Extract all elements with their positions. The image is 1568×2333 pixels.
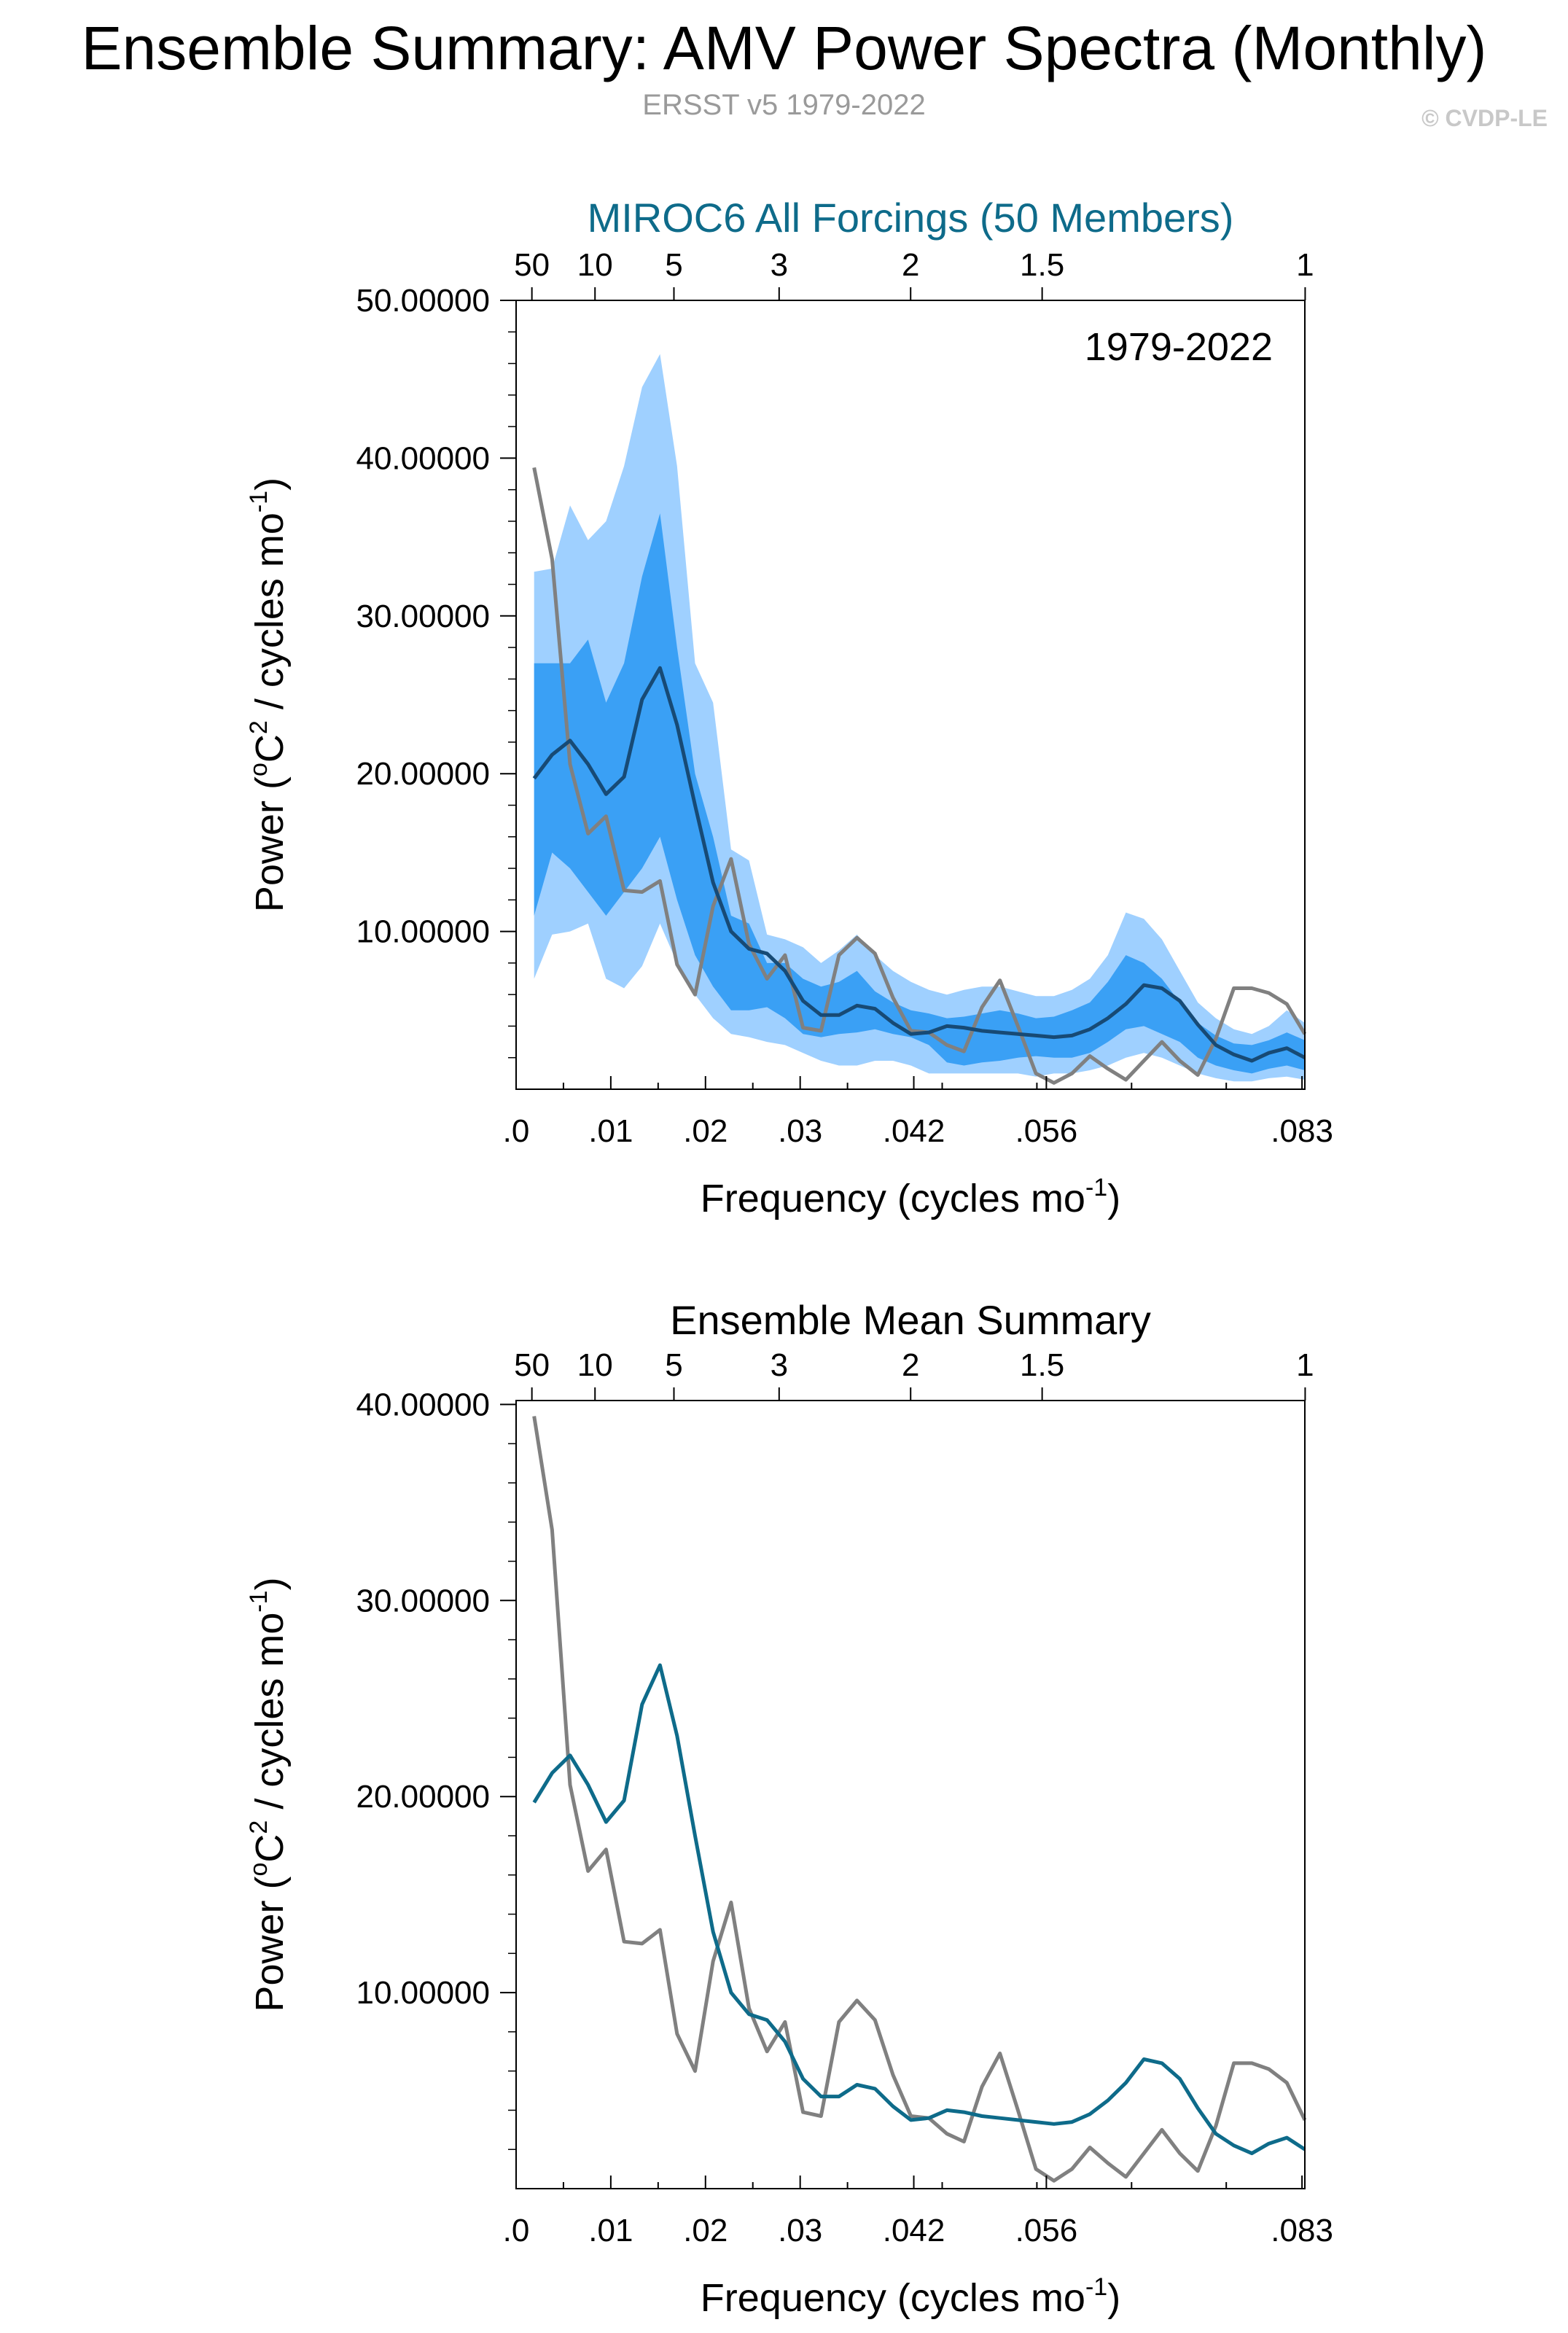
top-tick-label: 2 bbox=[902, 1347, 919, 1383]
chart-panel-2: Ensemble Mean Summary .0 .01 .02 .03 .042 .056… bbox=[245, 1297, 1333, 2320]
top-tick-label: 1.5 bbox=[1020, 247, 1064, 283]
x-tick-label: .0 bbox=[503, 1113, 530, 1149]
chart-panel-1: MIROC6 All Forcings (50 Members) .0 .01 .02… bbox=[245, 195, 1333, 1220]
chart-title-2: Ensemble Mean Summary bbox=[670, 1297, 1151, 1343]
y-tick-label: 10.00000 bbox=[356, 914, 490, 950]
x-axis-label: Frequency (cycles mo-1) bbox=[701, 2273, 1120, 2320]
y-tick-label: 10.00000 bbox=[356, 1975, 490, 2011]
y-tick-label: 40.00000 bbox=[356, 1387, 490, 1422]
x-tick-label: .03 bbox=[778, 1113, 822, 1149]
x-tick-label: .083 bbox=[1271, 1113, 1333, 1149]
x-tick-label: .056 bbox=[1015, 1113, 1078, 1149]
top-tick-label: 5 bbox=[665, 247, 682, 283]
period-annotation: 1979-2022 bbox=[1085, 325, 1273, 369]
ensemble-mean-line bbox=[532, 666, 1306, 1063]
top-tick-label: 10 bbox=[577, 247, 613, 283]
x-axis-label: Frequency (cycles mo-1) bbox=[701, 1174, 1120, 1220]
top-tick-label: 50 bbox=[514, 247, 550, 283]
ensemble-mean-line bbox=[532, 1663, 1306, 2156]
x-tick-label: .042 bbox=[883, 1113, 945, 1149]
x-tick-label: .02 bbox=[683, 1113, 728, 1149]
top-tick-label: 50 bbox=[514, 1347, 550, 1383]
top-tick-label: 1.5 bbox=[1020, 1347, 1064, 1383]
credit-label: © CVDP-LE bbox=[1421, 105, 1548, 131]
y-axis-label: Power (oC2 / cycles mo-1) bbox=[245, 478, 292, 912]
inner-spread-band bbox=[534, 513, 1306, 1074]
x-tick-label: .0 bbox=[503, 2213, 530, 2248]
main-title: Ensemble Summary: AMV Power Spectra (Mon… bbox=[81, 14, 1487, 82]
top-tick-label: 1 bbox=[1296, 1347, 1314, 1383]
x-tick-label: .01 bbox=[588, 2213, 633, 2248]
x-tick-label: .042 bbox=[883, 2213, 945, 2248]
y-tick-label: 30.00000 bbox=[356, 599, 490, 634]
plot-frame bbox=[515, 1400, 1306, 2189]
x-tick-label: .056 bbox=[1015, 2213, 1078, 2248]
y-tick-label: 40.00000 bbox=[356, 440, 490, 476]
top-tick-label: 1 bbox=[1296, 247, 1314, 283]
x-tick-label: .02 bbox=[683, 2213, 728, 2248]
chart-title-1: MIROC6 All Forcings (50 Members) bbox=[588, 195, 1234, 241]
top-tick-label: 10 bbox=[577, 1347, 613, 1383]
top-tick-label: 3 bbox=[771, 247, 788, 283]
top-tick-label: 2 bbox=[902, 247, 919, 283]
observations-line bbox=[532, 1416, 1307, 2183]
x-tick-label: .03 bbox=[778, 2213, 822, 2248]
top-tick-label: 5 bbox=[665, 1347, 682, 1383]
y-tick-label: 20.00000 bbox=[356, 1779, 490, 1815]
y-tick-label: 50.00000 bbox=[356, 283, 490, 319]
y-tick-label: 30.00000 bbox=[356, 1583, 490, 1619]
x-tick-label: .083 bbox=[1271, 2213, 1333, 2248]
top-tick-label: 3 bbox=[771, 1347, 788, 1383]
y-tick-label: 20.00000 bbox=[356, 756, 490, 792]
y-axis-label: Power (oC2 / cycles mo-1) bbox=[245, 1577, 292, 2011]
x-tick-label: .01 bbox=[588, 1113, 633, 1149]
subtitle: ERSST v5 1979-2022 bbox=[642, 89, 926, 121]
